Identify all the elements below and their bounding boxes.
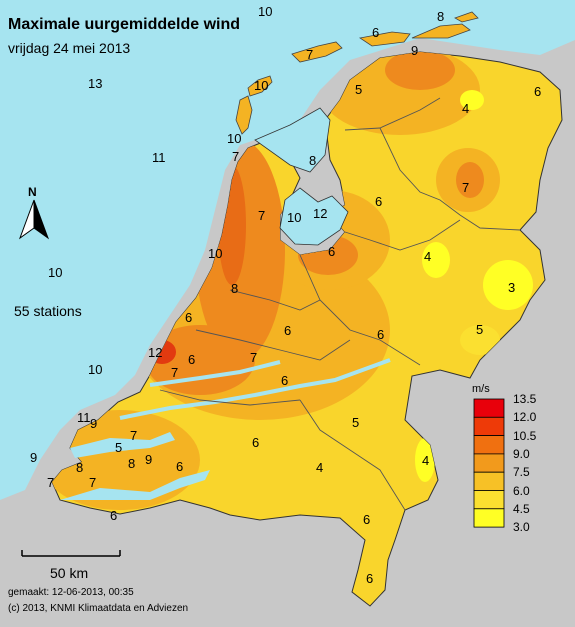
legend-tick-label: 12.0: [513, 410, 537, 425]
legend-tick-label: 9.0: [513, 446, 530, 461]
legend-swatch: [473, 416, 505, 436]
station-value: 11: [152, 150, 166, 165]
station-value: 7: [89, 475, 97, 490]
station-value: 10: [88, 362, 103, 377]
station-value: 5: [352, 415, 360, 430]
station-value: 6: [110, 508, 118, 523]
station-value: 10: [258, 4, 273, 19]
station-value: 11: [77, 410, 91, 425]
station-value: 7: [306, 47, 314, 62]
station-value: 10: [227, 131, 242, 146]
map-title: Maximale uurgemiddelde wind: [8, 16, 241, 33]
legend-tick-label: 6.0: [513, 483, 530, 498]
scale-bar-label: 50 km: [50, 565, 89, 581]
station-value: 4: [424, 249, 432, 264]
legend-tick-label: 10.5: [513, 428, 537, 443]
station-value: 7: [462, 180, 470, 195]
station-value: 12: [313, 206, 328, 221]
footer-made: gemaakt: 12-06-2013, 00:35: [8, 587, 134, 598]
station-value: 4: [462, 101, 470, 116]
legend-swatch: [473, 471, 505, 491]
station-value: 5: [355, 82, 363, 97]
sea: [0, 0, 575, 500]
station-value: 4: [422, 453, 430, 468]
legend-tick-label: 13.5: [513, 392, 537, 406]
station-value: 10: [287, 210, 302, 225]
province-borders: [159, 97, 521, 511]
station-value: 6: [328, 244, 336, 259]
oosterschelde: [70, 432, 175, 458]
legend-swatch: [473, 508, 505, 528]
legend-swatch: [473, 435, 505, 455]
footer-copyright: (c) 2013, KNMI Klimaatdata en Adviezen: [8, 603, 189, 614]
station-value: 13: [88, 76, 103, 91]
station-value: 7: [130, 428, 138, 443]
legend-swatch: [473, 490, 505, 510]
ijsselmeer: [279, 187, 349, 246]
station-value: 12: [148, 345, 163, 360]
station-value: 3: [508, 280, 516, 295]
station-value: 7: [258, 208, 266, 223]
station-value: 7: [171, 365, 179, 380]
station-value: 10: [48, 265, 63, 280]
station-value: 6: [375, 194, 383, 209]
station-value: 8: [309, 153, 317, 168]
north-arrow-icon: [18, 199, 50, 240]
map-subtitle: vrijdag 24 mei 2013: [8, 40, 131, 56]
wind-zones: [52, 52, 533, 510]
legend-tick-label: 3.0: [513, 520, 530, 535]
north-label: N: [28, 185, 37, 199]
station-value: 7: [250, 350, 258, 365]
legend-tick-label: 4.5: [513, 501, 530, 516]
legend-unit: m/s: [472, 383, 490, 395]
station-value: 9: [30, 450, 38, 465]
station-value: 9: [411, 43, 419, 58]
station-value: 7: [47, 475, 55, 490]
station-value: 6: [534, 84, 542, 99]
station-value: 6: [284, 323, 292, 338]
station-value: 6: [176, 459, 184, 474]
wester-schelde: [60, 470, 210, 500]
station-value: 8: [128, 456, 136, 471]
station-value: 6: [188, 352, 196, 367]
station-value: 6: [366, 571, 374, 586]
station-value: 6: [372, 25, 380, 40]
legend-swatch: [473, 453, 505, 473]
waddenzee: [254, 107, 331, 173]
station-value: 9: [145, 452, 153, 467]
station-value: 4: [316, 460, 324, 475]
legend-bar: [473, 398, 505, 528]
station-value: 10: [254, 78, 269, 93]
station-value: 7: [232, 149, 240, 164]
station-value: 6: [377, 327, 385, 342]
islands: [235, 11, 479, 135]
station-value: 9: [90, 416, 98, 431]
station-value: 8: [76, 460, 84, 475]
rivers: [119, 358, 391, 420]
legend-swatch: [473, 398, 505, 418]
station-value: 6: [252, 435, 260, 450]
station-value: 6: [281, 373, 289, 388]
station-count: 55 stations: [14, 303, 82, 319]
station-value: 8: [437, 9, 445, 24]
station-value: 8: [231, 281, 239, 296]
station-value: 6: [363, 512, 371, 527]
station-value: 5: [115, 440, 123, 455]
station-value: 10: [208, 246, 223, 261]
station-value: 5: [476, 322, 484, 337]
station-value: 6: [185, 310, 193, 325]
legend-tick-label: 7.5: [513, 465, 530, 480]
